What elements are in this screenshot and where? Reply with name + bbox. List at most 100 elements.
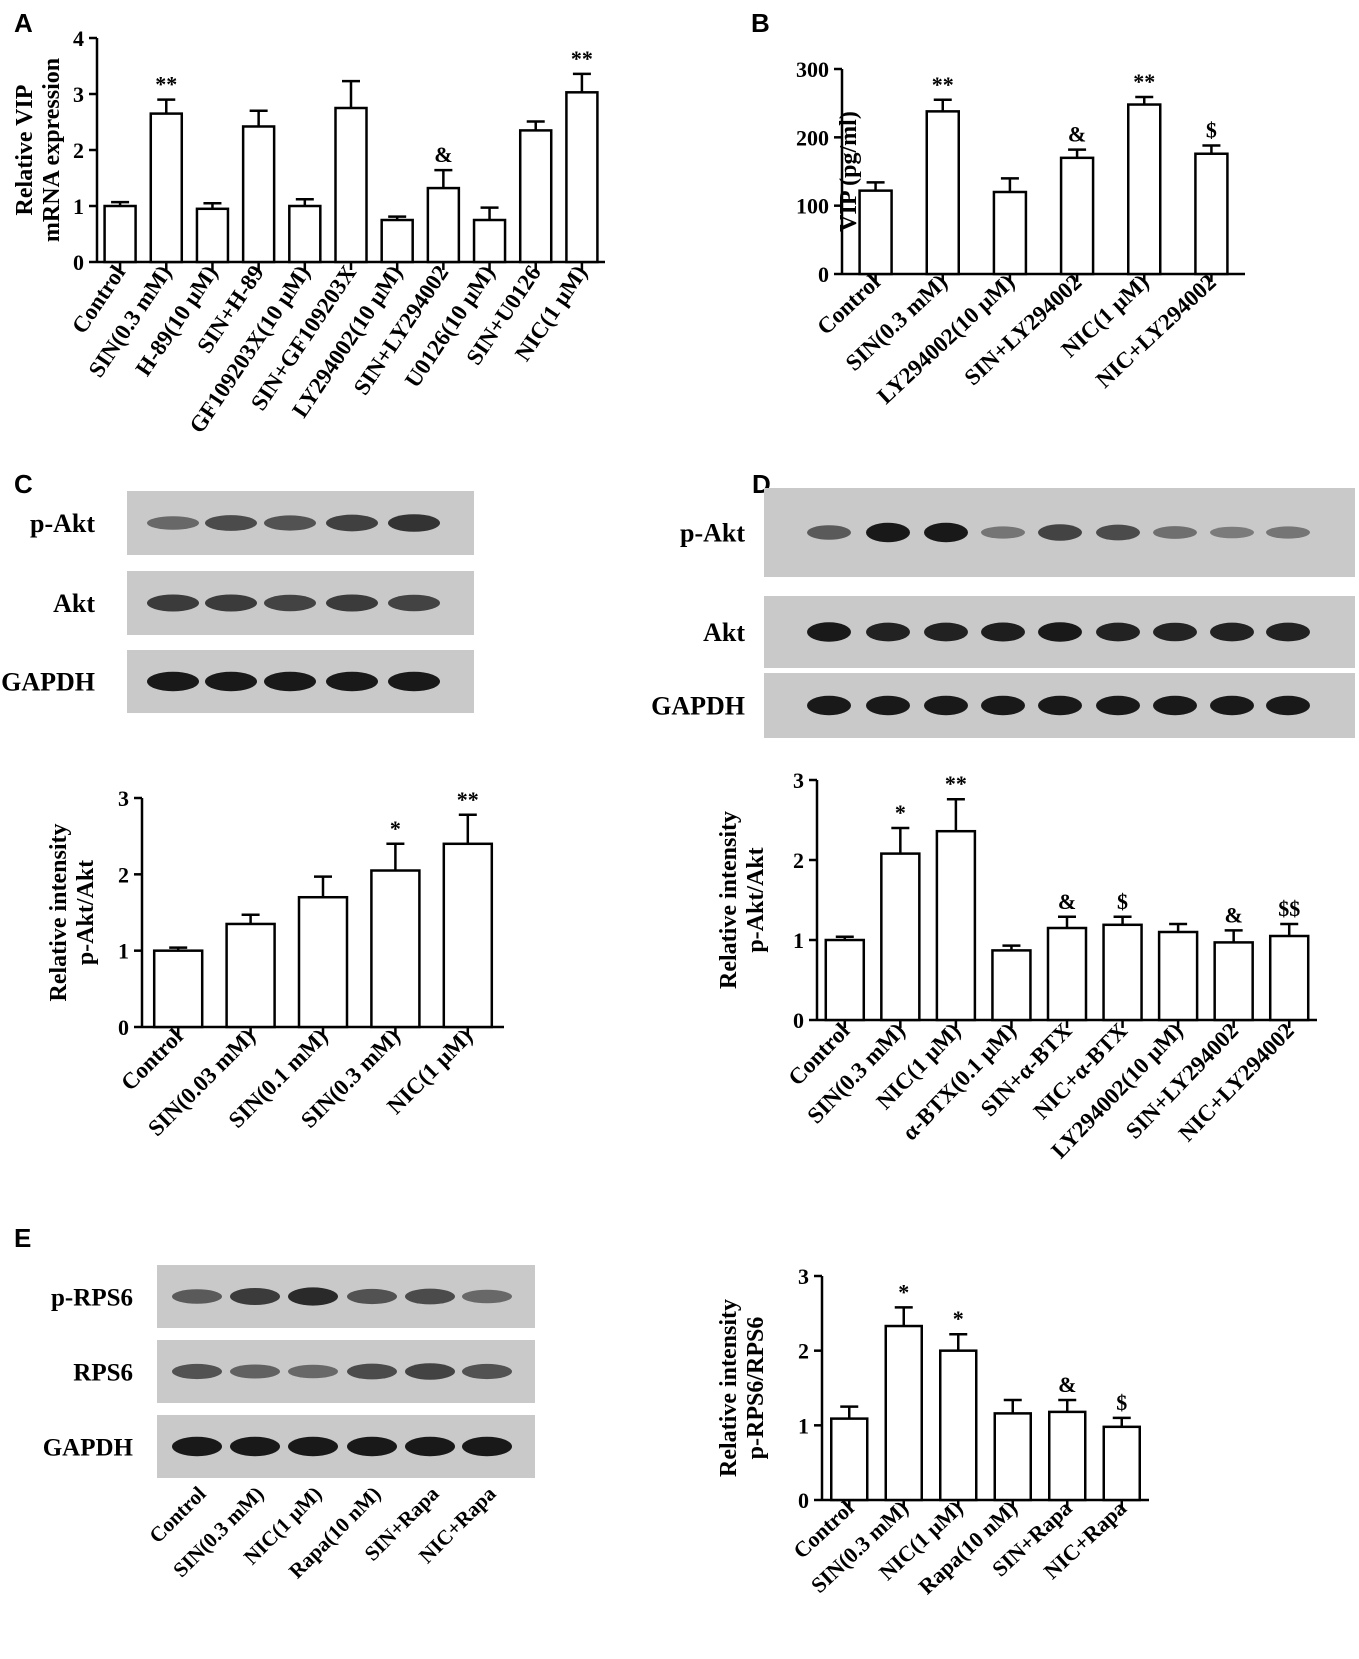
bar <box>1102 1425 1141 1502</box>
bar <box>426 186 461 264</box>
y-tick-label: 3 <box>793 768 804 793</box>
blot-band <box>264 671 316 692</box>
blot-band <box>462 1289 512 1304</box>
blot-label: GAPDH <box>43 1435 134 1462</box>
y-axis-label: VIP (pg/ml) <box>836 111 862 232</box>
y-tick-label: 0 <box>798 1488 809 1513</box>
blot-band <box>205 671 257 692</box>
blot-band <box>205 594 257 612</box>
y-tick-label: 1 <box>793 928 804 953</box>
blot-label: GAPDH <box>651 692 745 721</box>
blot-band <box>347 1436 397 1457</box>
significance-label: ** <box>1133 69 1155 94</box>
bar <box>565 91 599 264</box>
y-axis-label-line: Relative VIP <box>12 85 38 216</box>
panel-letter-c: C <box>14 469 33 499</box>
y-tick-label: 1 <box>118 939 129 964</box>
bar <box>149 112 184 264</box>
blot-label: Akt <box>53 589 95 618</box>
bar <box>103 204 137 264</box>
blot-band <box>866 622 910 642</box>
significance-label: & <box>1058 889 1076 914</box>
blot-label: p-Akt <box>30 509 95 538</box>
y-axis-label: Relative intensityp-RPS6/RPS6 <box>716 1299 769 1477</box>
blot-band <box>1153 622 1197 642</box>
significance-label: & <box>434 142 452 167</box>
bar <box>992 190 1028 276</box>
bar <box>1157 930 1199 1022</box>
significance-label: ** <box>571 46 593 71</box>
y-tick-label: 0 <box>818 262 829 287</box>
blot-band <box>288 1287 338 1306</box>
bar <box>334 106 368 264</box>
y-axis-label-line: Relative intensity <box>716 1299 742 1477</box>
blot-band <box>388 514 440 532</box>
y-tick-label: 0 <box>793 1008 804 1033</box>
significance-label: & <box>1058 1372 1076 1397</box>
blot-band <box>347 1363 397 1380</box>
y-axis-label-line: p-Akt/Akt <box>743 847 769 952</box>
blot-band <box>981 695 1025 716</box>
y-tick-label: 3 <box>73 82 84 107</box>
bar <box>991 949 1032 1022</box>
blot-band <box>1210 526 1254 539</box>
bar <box>935 829 977 1022</box>
bar <box>297 895 349 1029</box>
bar <box>472 218 507 264</box>
bar <box>518 129 553 264</box>
blot-band <box>1266 622 1310 642</box>
blot-band <box>1096 622 1140 642</box>
blot-band <box>172 1363 222 1380</box>
blot-band <box>1038 695 1082 716</box>
bar <box>884 1324 923 1502</box>
y-tick-label: 1 <box>798 1413 809 1438</box>
blot-band <box>147 594 199 612</box>
blot-band <box>347 1288 397 1305</box>
blot-label: p-RPS6 <box>51 1285 133 1312</box>
x-tick-label: NIC+LY294002 <box>1091 269 1221 392</box>
y-tick-label: 300 <box>796 57 829 82</box>
significance-label: ** <box>932 72 954 97</box>
blot-band <box>924 522 968 543</box>
western-blot-d: p-Akt Akt GAPDH <box>651 488 1355 738</box>
bar <box>858 189 893 276</box>
y-tick-label: 2 <box>73 138 84 163</box>
bar <box>152 949 204 1029</box>
x-tick-label: SIN+LY294002 <box>960 269 1087 390</box>
y-axis-label-line: VIP (pg/ml) <box>836 111 862 232</box>
y-tick-label: 200 <box>796 125 829 150</box>
blot-band <box>1210 622 1254 642</box>
panel-letter-e: E <box>14 1223 31 1253</box>
bar <box>1102 923 1143 1022</box>
y-axis-label-line: p-Akt/Akt <box>73 860 99 965</box>
blot-label: RPS6 <box>73 1360 133 1387</box>
blot-band <box>807 525 851 540</box>
blot-band <box>807 695 851 716</box>
significance-label: $ <box>1116 1390 1127 1415</box>
bar <box>1048 1410 1087 1502</box>
y-tick-label: 3 <box>798 1264 809 1289</box>
y-axis-label: Relative VIPmRNA expression <box>12 58 65 242</box>
blot-band <box>388 671 440 692</box>
y-tick-label: 2 <box>118 862 129 887</box>
y-axis-label-line: Relative intensity <box>46 824 72 1002</box>
western-blot-c: p-Akt Akt GAPDH <box>1 491 474 713</box>
blot-band <box>1153 695 1197 716</box>
blot-band <box>1096 695 1140 716</box>
bar <box>380 218 414 264</box>
blot-band <box>405 1288 455 1305</box>
significance-label: ** <box>457 787 479 812</box>
blot-band <box>230 1436 280 1457</box>
blot-band <box>1210 695 1254 716</box>
blot-band <box>405 1363 455 1380</box>
bar <box>1194 152 1229 276</box>
blot-band <box>924 622 968 642</box>
blot-band <box>288 1364 338 1379</box>
blot-band <box>1038 622 1082 642</box>
